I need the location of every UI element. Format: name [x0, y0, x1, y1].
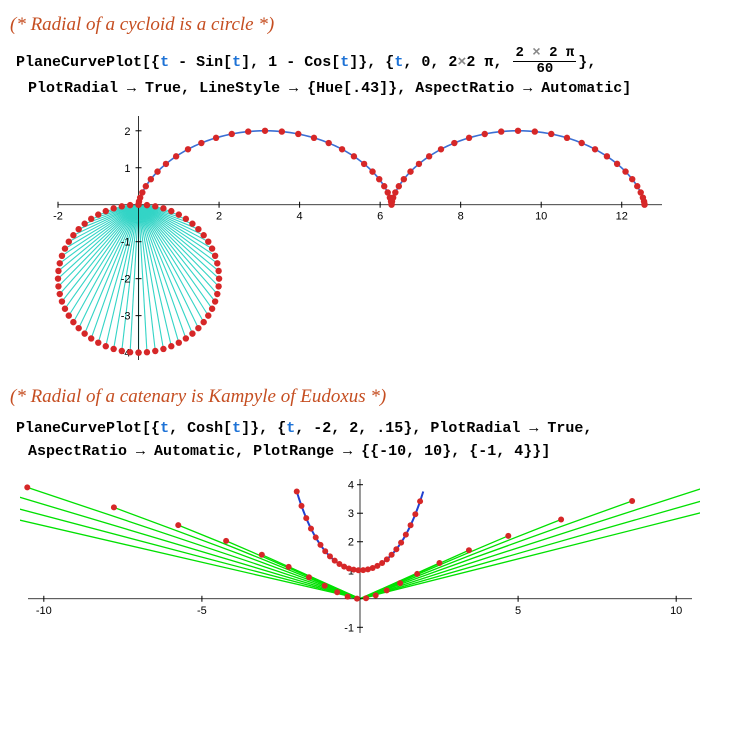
comment-catenary: (* Radial of a catenary is Kampyle of Eu…: [10, 386, 728, 408]
plot-cycloid: -224681012-4-3-2-112: [50, 108, 670, 368]
code-line-1: PlaneCurvePlot[{t - Sin[t], 1 - Cos[t]},…: [16, 46, 728, 78]
comment-cycloid: (* Radial of a cycloid is a circle *): [10, 14, 728, 36]
plot-catenary: -10-5510-11234: [20, 471, 700, 641]
svg-text:2: 2: [124, 126, 130, 138]
code-catenary: PlaneCurvePlot[{t, Cosh[t]}, {t, -2, 2, …: [16, 418, 728, 463]
code-line-1: PlaneCurvePlot[{t, Cosh[t]}, {t, -2, 2, …: [16, 418, 728, 441]
svg-text:3: 3: [348, 509, 354, 521]
svg-text:10: 10: [670, 605, 682, 617]
svg-text:8: 8: [458, 211, 464, 223]
svg-text:2: 2: [348, 537, 354, 549]
svg-text:-10: -10: [36, 605, 52, 617]
code-line-2: PlotRadial → True, LineStyle → {Hue[.43]…: [28, 78, 728, 101]
svg-text:-2: -2: [53, 211, 63, 223]
svg-text:-1: -1: [121, 237, 131, 249]
svg-text:2: 2: [216, 211, 222, 223]
svg-text:4: 4: [297, 211, 303, 223]
svg-text:-1: -1: [344, 623, 354, 635]
svg-text:4: 4: [348, 480, 354, 492]
plot-cycloid-wrap: -224681012-4-3-2-112: [50, 108, 728, 368]
svg-text:5: 5: [515, 605, 521, 617]
svg-text:1: 1: [124, 163, 130, 175]
code-cycloid: PlaneCurvePlot[{t - Sin[t], 1 - Cos[t]},…: [16, 46, 728, 100]
plot-catenary-wrap: -10-5510-11234: [20, 471, 728, 641]
svg-text:-5: -5: [197, 605, 207, 617]
code-line-2: AspectRatio → Automatic, PlotRange → {{-…: [28, 441, 728, 464]
svg-text:10: 10: [535, 211, 547, 223]
section-cycloid: (* Radial of a cycloid is a circle *) Pl…: [10, 14, 728, 368]
svg-text:12: 12: [616, 211, 628, 223]
svg-text:-3: -3: [121, 311, 131, 323]
svg-text:-2: -2: [121, 274, 131, 286]
svg-text:6: 6: [377, 211, 383, 223]
section-catenary: (* Radial of a catenary is Kampyle of Eu…: [10, 386, 728, 641]
